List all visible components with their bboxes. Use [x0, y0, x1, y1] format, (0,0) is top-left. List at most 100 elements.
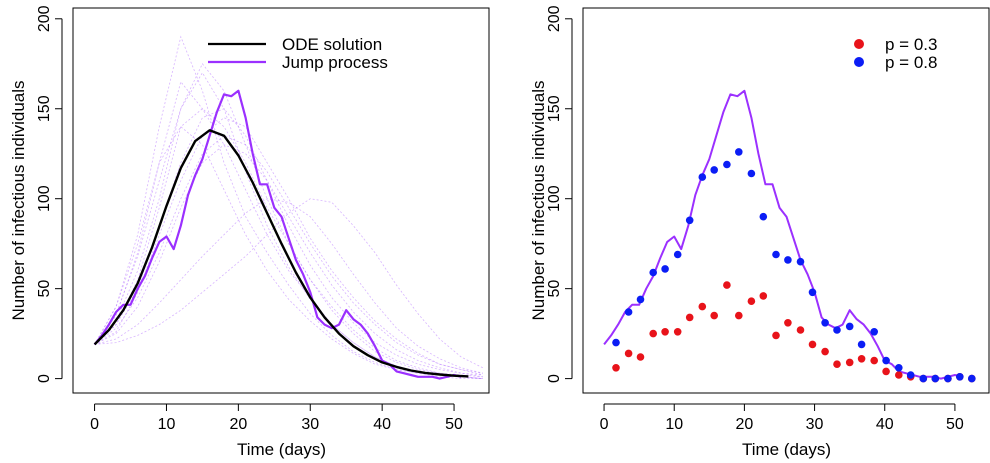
point-p03: [698, 302, 707, 311]
point-p03: [636, 353, 645, 361]
point-p03: [710, 311, 718, 320]
faint-trajectory-line: [94, 144, 483, 376]
left-y-tick-label: 100: [36, 185, 53, 212]
left-plot-series: [93, 89, 469, 380]
jump-process-line: [603, 89, 963, 380]
right-y-axis: 0 50 100 150 200: [546, 5, 573, 383]
point-p03: [895, 371, 903, 379]
right-y-tick-label: 100: [546, 185, 563, 212]
right-plot-frame: [582, 7, 990, 394]
point-p08: [845, 322, 854, 331]
left-legend: ODE solution Jump process: [208, 35, 388, 72]
point-p08: [919, 374, 928, 383]
point-p03: [772, 331, 780, 340]
right-y-tick-label: 150: [546, 95, 563, 122]
point-p03: [612, 364, 620, 372]
point-p03: [870, 356, 878, 365]
point-p08: [944, 374, 952, 383]
left-y-tick-label: 150: [36, 95, 53, 122]
point-p03: [735, 311, 743, 320]
legend-label-ode: ODE solution: [282, 35, 382, 54]
point-p08: [796, 257, 805, 266]
point-p08: [759, 212, 768, 221]
right-y-tick-label: 0: [546, 374, 563, 383]
right-legend: p = 0.3 p = 0.8: [854, 35, 937, 72]
point-p08: [931, 374, 940, 383]
left-y-axis: 0 50 100 150 200: [36, 5, 63, 383]
point-p03: [759, 292, 768, 300]
point-p08: [870, 328, 878, 336]
jump-process-line: [93, 89, 462, 380]
legend-label-p08: p = 0.8: [885, 53, 937, 72]
legend-label-p03: p = 0.3: [885, 35, 937, 54]
right-y-tick-label: 200: [546, 5, 563, 32]
point-p08: [612, 338, 620, 347]
point-p08: [747, 169, 756, 178]
left-panel: 0 10 20 30 40 50 0 50 100 150 200 Time (days) Num…: [9, 5, 490, 459]
point-p08: [906, 371, 915, 379]
left-x-tick-label: 30: [301, 416, 319, 433]
point-p08: [673, 250, 682, 259]
left-x-tick-label: 50: [445, 416, 463, 433]
right-x-tick-label: 30: [806, 416, 824, 433]
point-p03: [845, 358, 854, 367]
point-p08: [956, 373, 964, 381]
faint-trajectory-line: [94, 35, 483, 379]
point-p03: [857, 355, 866, 363]
right-x-axis-label: Time (days): [742, 440, 831, 459]
right-x-tick-label: 40: [876, 416, 894, 433]
point-p08: [624, 308, 633, 316]
faint-trajectory-line: [94, 72, 483, 379]
faint-trajectory-line: [94, 63, 483, 379]
left-y-tick-label: 200: [36, 5, 53, 32]
point-p08: [895, 364, 903, 372]
right-y-axis-label: Number of infectious individuals: [529, 80, 548, 320]
point-p08: [808, 288, 817, 297]
right-plot-series: [603, 89, 976, 383]
right-x-tick-label: 0: [600, 416, 609, 433]
legend-label-jump: Jump process: [282, 53, 388, 72]
point-p08: [698, 173, 707, 181]
left-x-tick-label: 0: [90, 416, 99, 433]
ode-solution-line: [93, 129, 469, 378]
legend-marker-p08: [854, 57, 864, 67]
point-p03: [796, 326, 805, 334]
point-p08: [661, 265, 669, 273]
faint-trajectory-line: [94, 198, 483, 369]
point-p08: [857, 340, 866, 349]
point-p03: [821, 347, 829, 356]
point-p08: [968, 374, 976, 383]
point-p03: [747, 297, 756, 306]
left-x-tick-label: 20: [229, 416, 247, 433]
legend-marker-p03: [854, 39, 864, 49]
right-x-axis: 0 10 20 30 40 50: [600, 403, 964, 433]
point-p03: [784, 319, 792, 327]
point-p08: [821, 319, 829, 327]
left-plot-frame: [72, 7, 490, 394]
point-p03: [685, 313, 694, 322]
point-p08: [784, 256, 792, 264]
point-p08: [772, 250, 780, 259]
right-panel: 0 10 20 30 40 50 0 50 100 150 200 Time (days) Num…: [529, 5, 990, 459]
right-x-tick-label: 20: [735, 416, 753, 433]
point-p08: [882, 356, 890, 365]
faint-trajectory-line: [94, 135, 483, 374]
left-y-tick-label: 50: [36, 280, 53, 298]
right-y-tick-label: 50: [546, 280, 563, 298]
point-p08: [710, 166, 718, 174]
point-p03: [808, 340, 817, 349]
point-p03: [833, 360, 841, 369]
point-p08: [833, 326, 841, 334]
left-y-tick-label: 0: [36, 374, 53, 383]
point-p08: [735, 148, 743, 156]
left-x-tick-label: 40: [373, 416, 391, 433]
point-p03: [882, 367, 890, 376]
point-p08: [685, 216, 694, 225]
point-p03: [661, 328, 669, 336]
point-p03: [649, 329, 657, 338]
right-x-tick-label: 50: [946, 416, 964, 433]
point-p08: [649, 268, 657, 277]
point-p03: [723, 281, 731, 289]
